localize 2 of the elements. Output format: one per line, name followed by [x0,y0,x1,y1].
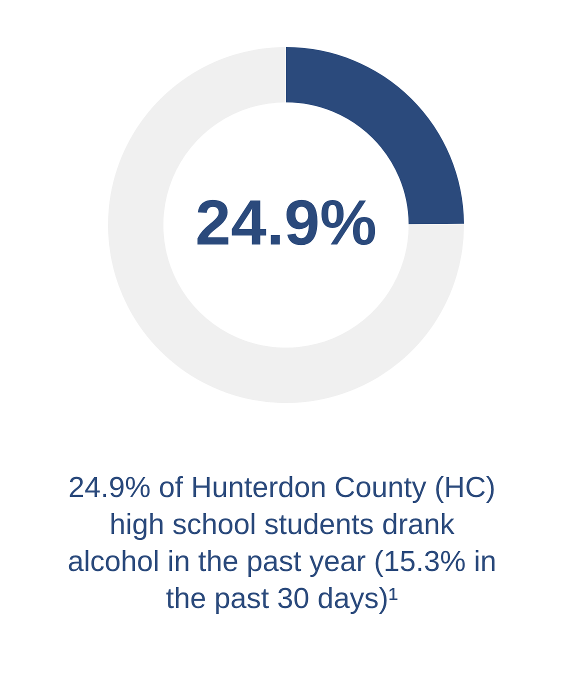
text: 24.9% of Hunterdon County (HC) high school students drank alcohol in the past year (15.3% in the past 30 days)¹ [67,471,497,617]
text: 24.9% [195,186,377,259]
